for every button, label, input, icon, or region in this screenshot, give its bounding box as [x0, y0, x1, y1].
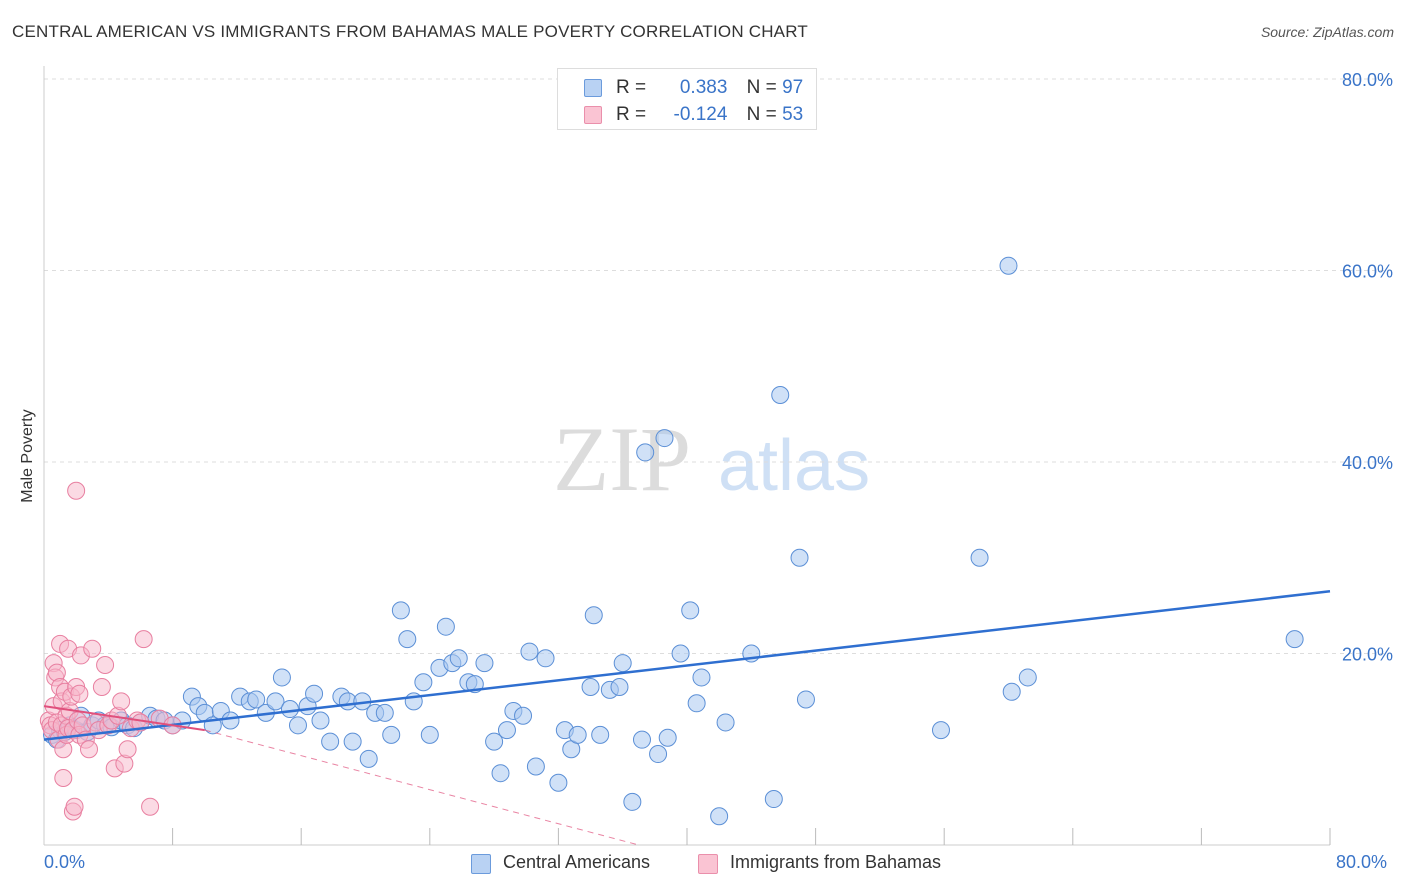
- legend-n-label: N =: [746, 104, 777, 125]
- source-label: Source: ZipAtlas.com: [1260, 24, 1394, 40]
- legend-n-value: 97: [782, 77, 804, 98]
- y-tick-label: 20.0%: [1342, 645, 1393, 665]
- point-central-americans: [247, 690, 266, 709]
- point-central-americans: [536, 649, 555, 668]
- point-bahamas: [118, 740, 137, 759]
- legend-swatch-pink: [584, 106, 602, 124]
- legend-r-value: -0.124: [673, 104, 728, 125]
- point-central-americans: [764, 790, 783, 809]
- point-central-americans: [687, 694, 706, 713]
- stats-legend: R = 0.383 N = 97 R = -0.124 N = 53: [557, 68, 817, 130]
- y-tick-label: 80.0%: [1342, 70, 1393, 90]
- point-central-americans: [999, 256, 1018, 275]
- point-central-americans: [1285, 630, 1304, 649]
- point-bahamas: [112, 692, 131, 711]
- bottom-swatch-blue: [471, 854, 491, 874]
- y-tick-label: 40.0%: [1342, 453, 1393, 473]
- legend-r-value: 0.383: [679, 77, 728, 98]
- point-central-americans: [485, 732, 504, 751]
- bottom-legend-label-b: Immigrants from Bahamas: [730, 852, 942, 872]
- point-central-americans: [771, 385, 790, 404]
- point-central-americans: [716, 713, 735, 732]
- point-central-americans: [382, 725, 401, 744]
- point-central-americans: [568, 725, 587, 744]
- trend-line-bahamas-extension: [204, 729, 639, 846]
- point-central-americans: [790, 548, 809, 567]
- point-central-americans: [359, 749, 378, 768]
- point-central-americans: [931, 721, 950, 740]
- point-central-americans: [692, 668, 711, 687]
- point-central-americans: [610, 678, 629, 697]
- point-central-americans: [491, 764, 510, 783]
- point-central-americans: [288, 716, 307, 735]
- point-central-americans: [414, 673, 433, 692]
- trend-line-central-americans: [43, 590, 1331, 741]
- point-central-americans: [649, 745, 668, 764]
- point-central-americans: [520, 642, 539, 661]
- x-tick-label-max: 80.0%: [1336, 852, 1388, 872]
- point-central-americans: [655, 429, 674, 448]
- point-bahamas: [70, 684, 89, 703]
- point-central-americans: [436, 617, 455, 636]
- point-central-americans: [391, 601, 410, 620]
- point-central-americans: [311, 711, 330, 730]
- point-central-americans: [449, 649, 468, 668]
- point-central-americans: [681, 601, 700, 620]
- point-central-americans: [970, 548, 989, 567]
- point-central-americans: [796, 690, 815, 709]
- point-central-americans: [581, 678, 600, 697]
- point-central-americans: [221, 711, 240, 730]
- point-central-americans: [632, 730, 651, 749]
- x-tick-label-min: 0.0%: [44, 852, 86, 872]
- point-central-americans: [549, 773, 568, 792]
- point-central-americans: [420, 725, 439, 744]
- watermark-atlas: atlas: [718, 426, 870, 506]
- legend-n-value: 53: [782, 104, 804, 125]
- point-central-americans: [266, 692, 285, 711]
- point-central-americans: [475, 654, 494, 673]
- point-bahamas: [67, 481, 86, 500]
- watermark-zip: ZIP: [553, 408, 691, 510]
- point-bahamas: [141, 797, 160, 816]
- bottom-swatch-pink: [698, 854, 718, 874]
- point-bahamas: [134, 630, 153, 649]
- point-central-americans: [375, 703, 394, 722]
- point-central-americans: [272, 668, 291, 687]
- point-central-americans: [1018, 668, 1037, 687]
- point-central-americans: [305, 684, 324, 703]
- legend-r-label: R =: [616, 104, 647, 125]
- point-central-americans: [497, 721, 516, 740]
- point-central-americans: [584, 606, 603, 625]
- point-central-americans: [514, 706, 533, 725]
- point-central-americans: [343, 732, 362, 751]
- point-central-americans: [671, 644, 690, 663]
- point-central-americans: [526, 757, 545, 776]
- point-central-americans: [658, 728, 677, 747]
- point-central-americans: [636, 443, 655, 462]
- point-central-americans: [280, 700, 299, 719]
- point-central-americans: [321, 732, 340, 751]
- y-tick-label: 60.0%: [1342, 262, 1393, 282]
- trend-line-bahamas: [43, 705, 205, 732]
- point-bahamas: [54, 768, 73, 787]
- point-central-americans: [710, 807, 729, 826]
- point-bahamas: [83, 639, 102, 658]
- point-central-americans: [613, 654, 632, 673]
- point-central-americans: [591, 725, 610, 744]
- chart-title: CENTRAL AMERICAN VS IMMIGRANTS FROM BAHA…: [12, 22, 808, 41]
- legend-n-label: N =: [746, 77, 777, 98]
- point-bahamas: [80, 740, 99, 759]
- legend-r-label: R =: [616, 77, 647, 98]
- bottom-legend-label-a: Central Americans: [503, 852, 651, 872]
- legend-swatch-blue: [584, 79, 602, 97]
- point-bahamas: [92, 678, 111, 697]
- point-bahamas: [65, 797, 84, 816]
- point-central-americans: [1002, 682, 1021, 701]
- point-central-americans: [398, 630, 417, 649]
- point-bahamas: [96, 655, 115, 674]
- point-central-americans: [623, 792, 642, 811]
